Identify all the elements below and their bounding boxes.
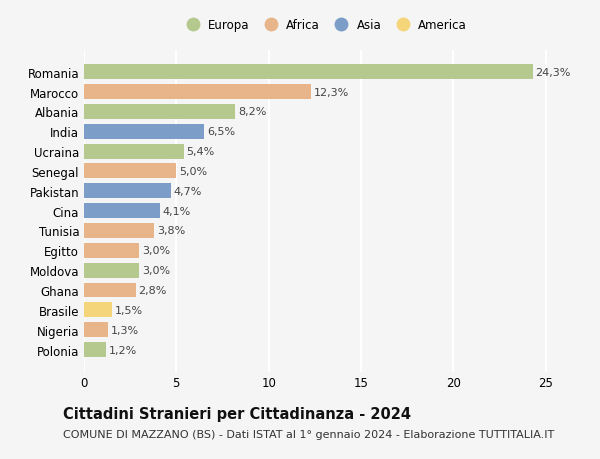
Bar [84,164,176,179]
Bar [84,224,154,238]
Text: 4,1%: 4,1% [163,206,191,216]
Text: 1,3%: 1,3% [111,325,139,335]
Text: Cittadini Stranieri per Cittadinanza - 2024: Cittadini Stranieri per Cittadinanza - 2… [63,406,411,421]
Bar [84,342,106,357]
Bar [84,303,112,318]
Bar [84,283,136,298]
Bar [84,204,160,218]
Text: 2,8%: 2,8% [139,285,167,295]
Legend: Europa, Africa, Asia, America: Europa, Africa, Asia, America [176,15,472,37]
Bar [84,323,108,337]
Text: 1,5%: 1,5% [115,305,143,315]
Text: 5,0%: 5,0% [179,167,207,177]
Text: COMUNE DI MAZZANO (BS) - Dati ISTAT al 1° gennaio 2024 - Elaborazione TUTTITALIA: COMUNE DI MAZZANO (BS) - Dati ISTAT al 1… [63,429,554,439]
Bar [84,243,139,258]
Text: 8,2%: 8,2% [238,107,266,117]
Text: 5,4%: 5,4% [187,147,215,157]
Text: 12,3%: 12,3% [314,87,349,97]
Bar [84,105,235,119]
Text: 3,0%: 3,0% [142,266,170,275]
Bar [84,144,184,159]
Text: 6,5%: 6,5% [207,127,235,137]
Text: 3,8%: 3,8% [157,226,185,236]
Bar [84,184,171,199]
Bar [84,85,311,100]
Text: 4,7%: 4,7% [173,186,202,196]
Bar [84,65,533,80]
Text: 3,0%: 3,0% [142,246,170,256]
Text: 24,3%: 24,3% [535,67,571,78]
Bar [84,124,204,140]
Text: 1,2%: 1,2% [109,345,137,355]
Bar [84,263,139,278]
